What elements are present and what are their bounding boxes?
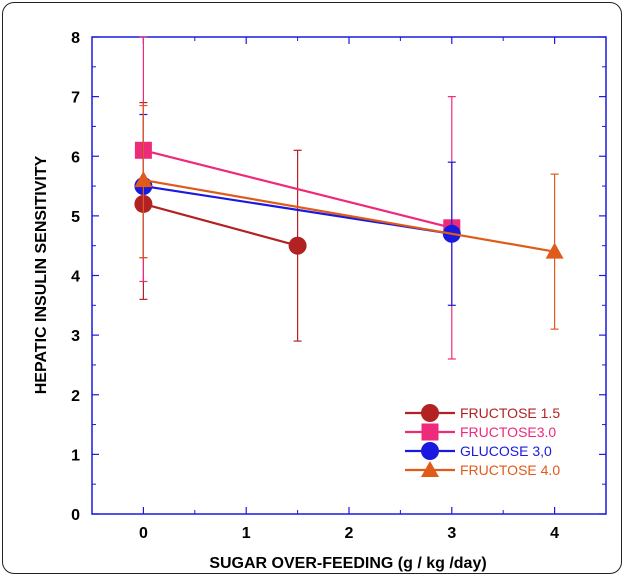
legend: FRUCTOSE 1.5 FRUCTOSE3.0 GLUCOSE 3,0 FRUCTO… bbox=[405, 404, 560, 478]
series-4 bbox=[134, 104, 564, 330]
y-tick-label: 6 bbox=[71, 149, 80, 166]
x-tick-label: 3 bbox=[447, 525, 456, 542]
y-tick-label: 3 bbox=[71, 328, 80, 345]
data-point bbox=[288, 236, 307, 255]
axes: 0 1 2 3 4 5 6 7 8 0 1 2 3 4 bbox=[71, 30, 607, 542]
series-line bbox=[143, 149, 453, 229]
y-tick-label: 7 bbox=[71, 90, 80, 107]
x-tick-label: 4 bbox=[550, 525, 559, 542]
x-tick-label: 0 bbox=[139, 525, 148, 542]
series-layer bbox=[134, 36, 564, 360]
y-tick-label: 4 bbox=[71, 269, 80, 286]
legend-label: FRUCTOSE3.0 bbox=[460, 424, 556, 440]
legend-marker bbox=[421, 404, 439, 422]
y-axis-title: HEPATIC INSULIN SENSITIVITY bbox=[33, 155, 50, 394]
y-tick-label: 1 bbox=[71, 447, 80, 464]
data-point bbox=[134, 171, 153, 188]
y-tick-label: 8 bbox=[71, 30, 80, 47]
x-axis-title: SUGAR OVER-FEEDING (g / kg /day) bbox=[209, 555, 486, 572]
series-line bbox=[143, 179, 555, 253]
series-line bbox=[143, 202, 298, 247]
data-point bbox=[545, 242, 564, 259]
legend-marker bbox=[421, 461, 439, 477]
legend-marker bbox=[421, 442, 439, 460]
legend-marker bbox=[421, 423, 439, 441]
series-1 bbox=[134, 101, 307, 342]
legend-label: FRUCTOSE 4.0 bbox=[460, 462, 560, 478]
x-tick-label: 2 bbox=[345, 525, 354, 542]
legend-label: GLUCOSE 3,0 bbox=[460, 443, 552, 459]
x-tick-label: 1 bbox=[242, 525, 251, 542]
y-tick-label: 5 bbox=[71, 209, 80, 226]
legend-label: FRUCTOSE 1.5 bbox=[460, 405, 560, 421]
y-tick-label: 0 bbox=[71, 507, 80, 524]
y-tick-label: 2 bbox=[71, 388, 80, 405]
